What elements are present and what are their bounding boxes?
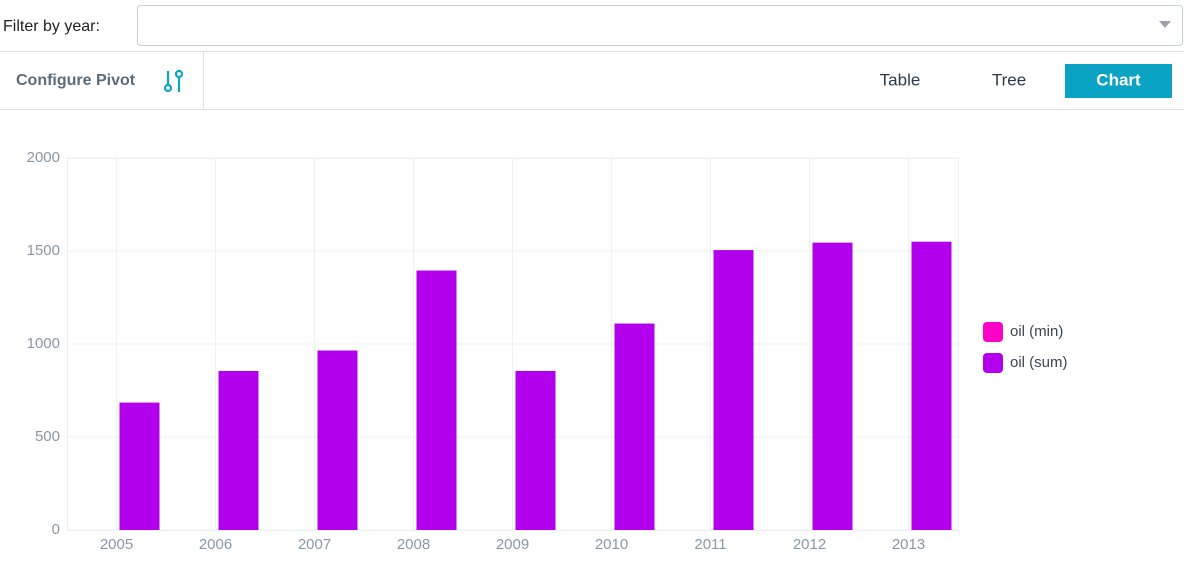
dropdown-arrow[interactable] — [1159, 21, 1171, 28]
bar — [614, 323, 655, 530]
legend-swatch — [983, 322, 1003, 342]
bar — [218, 370, 259, 530]
bar — [119, 402, 160, 530]
x-tick-label: 2008 — [397, 536, 430, 553]
x-tick-label: 2007 — [298, 536, 331, 553]
y-tick-label: 2000 — [27, 149, 60, 166]
bar — [317, 350, 358, 530]
tab-tree[interactable]: Tree — [992, 70, 1026, 89]
legend-label: oil (min) — [1010, 323, 1063, 340]
x-tick-label: 2009 — [496, 536, 529, 553]
x-tick-label: 2006 — [199, 536, 232, 553]
configure-icon[interactable] — [163, 69, 184, 93]
x-tick-label: 2010 — [595, 536, 628, 553]
legend-swatch — [983, 353, 1003, 373]
bar — [416, 270, 457, 530]
y-tick-label: 1500 — [27, 242, 60, 259]
y-tick-label: 1000 — [27, 335, 60, 352]
bar — [713, 250, 754, 530]
x-tick-label: 2012 — [793, 536, 826, 553]
bar — [911, 241, 952, 530]
configure-pivot[interactable]: Configure Pivot — [16, 72, 136, 89]
year-select[interactable] — [137, 5, 1183, 46]
x-tick-label: 2011 — [694, 536, 726, 553]
tab-chart[interactable]: Chart — [1096, 70, 1141, 89]
x-tick-label: 2005 — [100, 536, 133, 553]
tab-chart-button[interactable] — [1065, 64, 1172, 98]
y-tick-label: 500 — [35, 428, 60, 445]
x-tick-label: 2013 — [892, 536, 925, 553]
filter-label: Filter by year: — [3, 18, 100, 35]
y-tick-label: 0 — [52, 521, 60, 538]
legend-label: oil (sum) — [1010, 354, 1068, 371]
bar — [515, 370, 556, 530]
tab-table[interactable]: Table — [880, 70, 921, 89]
bar — [812, 242, 853, 530]
